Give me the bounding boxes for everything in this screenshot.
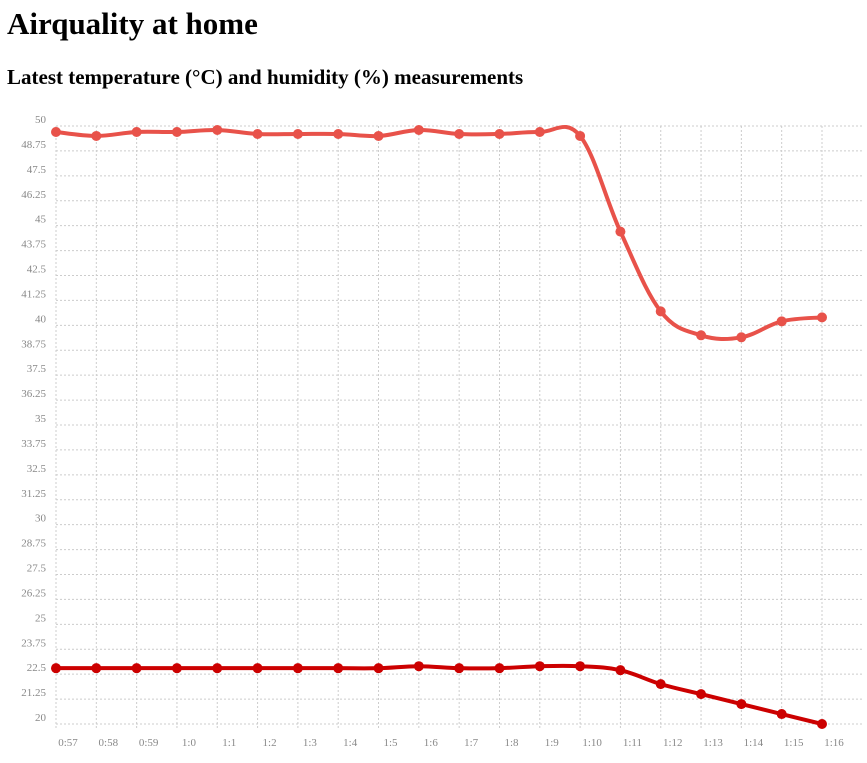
x-tick-label: 1:4 — [343, 737, 358, 749]
data-point[interactable] — [413, 124, 424, 135]
data-point[interactable] — [131, 663, 142, 674]
y-tick-label: 48.75 — [21, 139, 46, 151]
series-line-2 — [54, 663, 824, 726]
y-tick-label: 28.75 — [21, 538, 46, 550]
y-tick-label: 46.25 — [21, 189, 46, 201]
data-point[interactable] — [736, 699, 747, 710]
data-point[interactable] — [212, 663, 223, 674]
data-point[interactable] — [696, 330, 707, 341]
chart-grid — [55, 125, 862, 728]
x-axis-ticks: 0:57 0:58 0:59 1:0 1:1 1:2 1:3 1:4 1:5 1:6 1:7 1:8 1… — [58, 737, 844, 749]
y-tick-label: 40 — [35, 313, 47, 325]
y-axis-ticks: 20 21.25 22.5 23.75 25 26.25 27.5 28.75 30 31.25 3… — [21, 114, 46, 724]
data-point[interactable] — [817, 312, 827, 323]
y-tick-label: 35 — [35, 413, 47, 425]
data-point[interactable] — [575, 130, 586, 141]
data-point[interactable] — [373, 130, 384, 141]
data-point[interactable] — [615, 665, 626, 676]
data-point[interactable] — [494, 663, 505, 674]
data-point[interactable] — [655, 306, 666, 317]
data-point[interactable] — [171, 126, 182, 137]
data-point[interactable] — [212, 124, 223, 135]
y-tick-label: 45 — [35, 214, 47, 226]
x-tick-label: 1:9 — [545, 737, 560, 749]
y-tick-label: 20 — [35, 712, 47, 724]
x-tick-label: 1:12 — [663, 737, 683, 749]
data-point[interactable] — [131, 126, 142, 137]
data-point[interactable] — [454, 128, 465, 139]
x-tick-label: 1:11 — [623, 737, 642, 749]
data-point[interactable] — [454, 663, 465, 674]
series-line-1 — [54, 124, 824, 341]
x-tick-label: 1:0 — [182, 737, 197, 749]
data-point[interactable] — [776, 316, 787, 327]
y-tick-label: 23.75 — [21, 637, 46, 649]
y-tick-label: 31.25 — [21, 488, 46, 500]
y-tick-label: 27.5 — [27, 563, 47, 575]
x-tick-label: 1:13 — [703, 737, 723, 749]
y-tick-label: 37.5 — [27, 363, 47, 375]
data-point[interactable] — [91, 130, 102, 141]
x-tick-label: 1:3 — [303, 737, 318, 749]
y-tick-label: 32.5 — [27, 463, 47, 475]
x-tick-label: 0:59 — [139, 737, 159, 749]
data-point[interactable] — [655, 679, 666, 690]
y-tick-label: 22.5 — [27, 662, 47, 674]
data-point[interactable] — [373, 663, 384, 674]
data-point[interactable] — [736, 332, 747, 343]
data-point[interactable] — [575, 661, 586, 672]
y-tick-label: 25 — [35, 612, 47, 624]
x-tick-label: 1:1 — [222, 737, 236, 749]
x-tick-label: 0:58 — [99, 737, 119, 749]
data-point[interactable] — [51, 663, 61, 674]
y-tick-label: 33.75 — [21, 438, 46, 450]
x-tick-label: 1:8 — [504, 737, 519, 749]
x-tick-label: 1:15 — [784, 737, 804, 749]
x-tick-label: 1:6 — [424, 737, 439, 749]
data-point[interactable] — [333, 128, 344, 139]
data-point[interactable] — [534, 126, 545, 137]
x-tick-label: 1:7 — [464, 737, 479, 749]
data-point[interactable] — [494, 128, 505, 139]
y-tick-label: 26.25 — [21, 587, 46, 599]
page-title: Airquality at home — [7, 6, 258, 41]
x-tick-label: 1:16 — [824, 737, 844, 749]
data-point[interactable] — [696, 689, 707, 700]
data-point[interactable] — [413, 661, 424, 672]
data-point[interactable] — [292, 128, 303, 139]
y-tick-label: 38.75 — [21, 338, 46, 350]
x-tick-label: 1:5 — [383, 737, 398, 749]
y-tick-label: 41.25 — [21, 288, 46, 300]
data-point[interactable] — [91, 663, 102, 674]
x-tick-label: 1:14 — [744, 737, 764, 749]
data-point[interactable] — [252, 663, 263, 674]
data-point[interactable] — [776, 709, 787, 720]
y-tick-label: 30 — [35, 513, 47, 525]
y-tick-label: 50 — [35, 114, 47, 126]
y-tick-label: 47.5 — [27, 164, 47, 176]
y-tick-label: 21.25 — [21, 687, 46, 699]
data-point[interactable] — [534, 661, 545, 672]
x-tick-label: 1:2 — [263, 737, 277, 749]
data-point[interactable] — [171, 663, 182, 674]
x-tick-label: 0:57 — [58, 737, 78, 749]
y-tick-label: 42.5 — [27, 264, 47, 276]
y-tick-label: 43.75 — [21, 239, 46, 251]
data-point[interactable] — [252, 128, 263, 139]
data-point[interactable] — [51, 126, 61, 137]
y-tick-label: 36.25 — [21, 388, 46, 400]
data-point[interactable] — [817, 719, 827, 729]
data-point[interactable] — [615, 226, 626, 237]
data-point[interactable] — [333, 663, 344, 674]
data-point[interactable] — [292, 663, 303, 674]
page-subtitle: Latest temperature (°C) and humidity (%)… — [7, 65, 524, 89]
x-tick-label: 1:10 — [582, 737, 602, 749]
chart-series — [51, 124, 827, 729]
